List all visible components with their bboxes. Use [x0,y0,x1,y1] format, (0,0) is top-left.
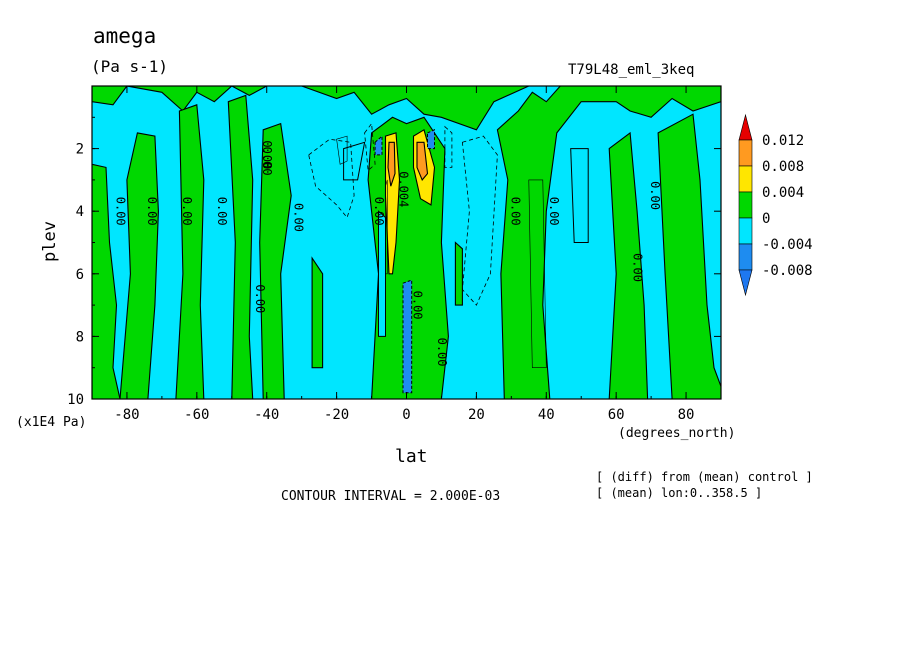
contour-label: 0.00 [410,291,424,320]
x-tick-label: 40 [538,407,555,423]
x-tick-label: 0 [402,407,410,423]
contour-label: 0.00 [113,197,127,226]
colorbar-segment [738,139,753,167]
y-tick-label: 6 [76,267,84,283]
y-tick-label: 10 [67,392,84,408]
positive-region-3 [175,104,205,399]
inner-contour-1 [528,179,547,368]
positive-region-12 [657,113,721,399]
colorbar-label: 0.004 [762,185,804,201]
contour-label: 0.00 [631,253,645,282]
contour-label: 0.00 [260,147,274,176]
chart-title: amega [93,24,157,48]
chart-units: (Pa s-1) [91,57,169,76]
negative-pocket-2 [343,141,366,181]
strong-negative-region-2 [427,129,435,150]
colorbar-segment [738,243,753,271]
peak-positive-region-0 [387,141,396,187]
x-tick-label: -20 [324,407,349,423]
inner-contour-0 [336,135,348,165]
colorbar-bottom-arrow [738,269,753,297]
contour-label: 0.00 [292,203,306,232]
contour-label: 0.00 [547,197,561,226]
negative-contour-0 [308,138,355,219]
note-diff: [ (diff) from (mean) control ] [596,470,813,484]
contour-label: 0.00 [372,197,386,226]
strong-negative-region-0 [402,279,413,394]
contour-label: 0.004 [397,171,411,207]
colorbar-label: 0 [762,211,770,227]
contour-label: 0.00 [145,197,159,226]
colorbar-segment [738,191,753,219]
x-tick-label: 80 [678,407,695,423]
colorbar-segment [738,217,753,245]
x-axis-unit: (degrees_north) [618,426,736,441]
y-tick-label: 4 [76,204,84,220]
strong-negative-region-1 [374,134,383,156]
contour-interval: CONTOUR INTERVAL = 2.000E-03 [281,489,501,504]
x-tick-label: 60 [608,407,625,423]
x-tick-label: -40 [254,407,279,423]
plot-field: 0.00 0.00 0.00 0.000.000.000.000.000.000.00… [92,86,721,399]
contour-label: 0.00 [648,181,662,210]
x-tick-label: -80 [114,407,139,423]
contour-label: 0.00 [253,284,267,313]
colorbar-label: -0.004 [762,237,813,253]
negative-pocket-0 [378,210,386,337]
positive-region-5 [259,122,292,399]
y-axis-unit: (x1E4 Pa) [16,415,87,430]
contour-label: 0.00 [215,197,229,226]
x-tick-label: 20 [468,407,485,423]
inner-contour-2 [385,179,388,275]
x-axis-label: lat [395,446,428,467]
positive-region-9 [454,241,463,306]
x-tick-label: -60 [184,407,209,423]
positive-region-6 [266,86,530,131]
colorbar-segment [738,165,753,193]
contour-label: 0.00 [435,338,449,367]
contour-label: 0.00 [180,197,194,226]
y-tick-label: 2 [76,142,84,158]
positive-region-0 [92,163,121,399]
colorbar-top-arrow [738,113,753,141]
peak-positive-region-1 [416,141,429,181]
note-mean: [ (mean) lon:0..358.5 ] [596,486,763,500]
colorbar-label: -0.008 [762,263,813,279]
positive-region-1 [119,132,159,399]
negative-contour-3 [444,125,453,168]
negative-contour-2 [364,122,376,172]
negative-pocket-1 [570,148,589,243]
colorbar-label: 0.008 [762,159,804,175]
contour-label: 0.00 [260,140,274,169]
positive-region-11 [608,131,649,399]
experiment-label: T79L48_eml_3keq [568,62,695,78]
positive-region-8 [311,256,324,369]
positive-region-2 [92,86,267,112]
colorbar-label: 0.012 [762,133,804,149]
contour-label: 0.00 [508,197,522,226]
y-tick-label: 8 [76,329,84,345]
positive-region-4 [227,94,254,399]
positive-region-10 [496,86,721,399]
